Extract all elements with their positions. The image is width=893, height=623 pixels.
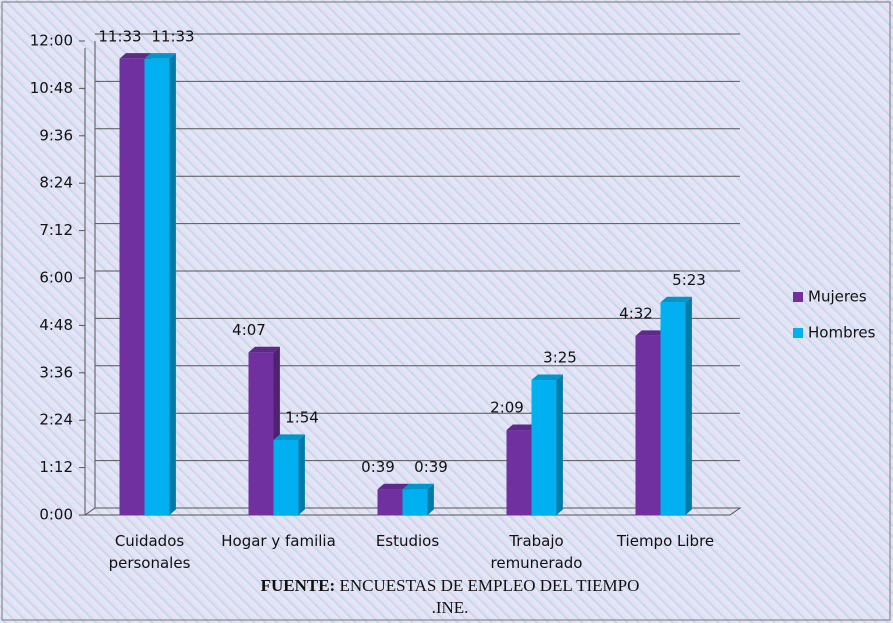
y-tick-label: 7:12 xyxy=(39,221,73,239)
value-label: 2:09 xyxy=(490,399,524,417)
bar-front xyxy=(248,352,274,515)
value-label: 0:39 xyxy=(414,458,448,476)
x-tick-label: Tiempo Libre xyxy=(616,532,715,550)
bar-side xyxy=(427,483,434,515)
source-text: ENCUESTAS DE EMPLEO DEL TIEMPO .INE. xyxy=(339,576,640,617)
source-label: FUENTE: xyxy=(260,576,336,595)
bar-side xyxy=(298,434,305,515)
bar-front xyxy=(144,58,170,516)
bar-front xyxy=(506,430,532,515)
bar-top xyxy=(660,296,692,303)
bar-front xyxy=(377,489,403,515)
bar-front xyxy=(635,335,661,515)
source-note: FUENTE: ENCUESTAS DE EMPLEO DEL TIEMPO .… xyxy=(250,575,650,619)
y-tick-label: 12:00 xyxy=(30,32,73,50)
value-label: 0:39 xyxy=(361,458,395,476)
bar-top xyxy=(248,346,280,353)
legend-swatch xyxy=(793,292,803,302)
y-tick-label: 10:48 xyxy=(30,79,73,97)
bar-top xyxy=(119,53,151,59)
x-tick-label: Trabajo remunerado xyxy=(490,532,583,572)
bar-front xyxy=(660,302,686,515)
bar-front xyxy=(402,489,428,515)
bar-side xyxy=(556,374,563,515)
bar xyxy=(144,53,176,516)
y-tick-label: 4:48 xyxy=(39,316,73,334)
value-label: 4:32 xyxy=(619,304,653,322)
y-tick-label: 8:24 xyxy=(39,174,73,192)
y-tick-label: 9:36 xyxy=(39,126,73,144)
bar xyxy=(531,374,563,515)
y-tick-label: 0:00 xyxy=(39,506,73,524)
bar-front xyxy=(273,439,299,515)
bar xyxy=(660,296,692,515)
legend-label: Hombres xyxy=(808,324,876,342)
bar-top xyxy=(506,424,538,431)
bar-front xyxy=(119,58,145,516)
bar xyxy=(402,483,434,515)
x-tick-label: Estudios xyxy=(375,532,440,550)
y-tick-label: 2:24 xyxy=(39,411,73,429)
bar-top xyxy=(377,483,409,490)
bar-side xyxy=(685,296,692,515)
x-tick-label: Cuidados personales xyxy=(108,532,191,572)
value-label: 11:33 xyxy=(151,27,194,45)
value-label: 3:25 xyxy=(543,349,577,367)
legend-swatch xyxy=(793,328,803,338)
y-tick-label: 1:12 xyxy=(39,458,73,476)
bar-top xyxy=(635,330,667,336)
x-tick-label: Hogar y familia xyxy=(221,532,336,550)
value-label: 11:33 xyxy=(98,27,141,45)
legend-label: Mujeres xyxy=(808,288,867,306)
value-label: 4:07 xyxy=(232,321,266,339)
value-label: 1:54 xyxy=(285,408,319,426)
y-tick-label: 6:00 xyxy=(39,269,73,287)
bar-top xyxy=(273,434,305,440)
bar-top xyxy=(144,53,176,59)
y-tick-label: 3:36 xyxy=(39,363,73,381)
bar-top xyxy=(531,374,563,381)
bar-top xyxy=(402,483,434,490)
value-label: 5:23 xyxy=(672,271,706,289)
bar-front xyxy=(531,380,557,515)
bar xyxy=(273,434,305,515)
bar-side xyxy=(169,53,176,516)
